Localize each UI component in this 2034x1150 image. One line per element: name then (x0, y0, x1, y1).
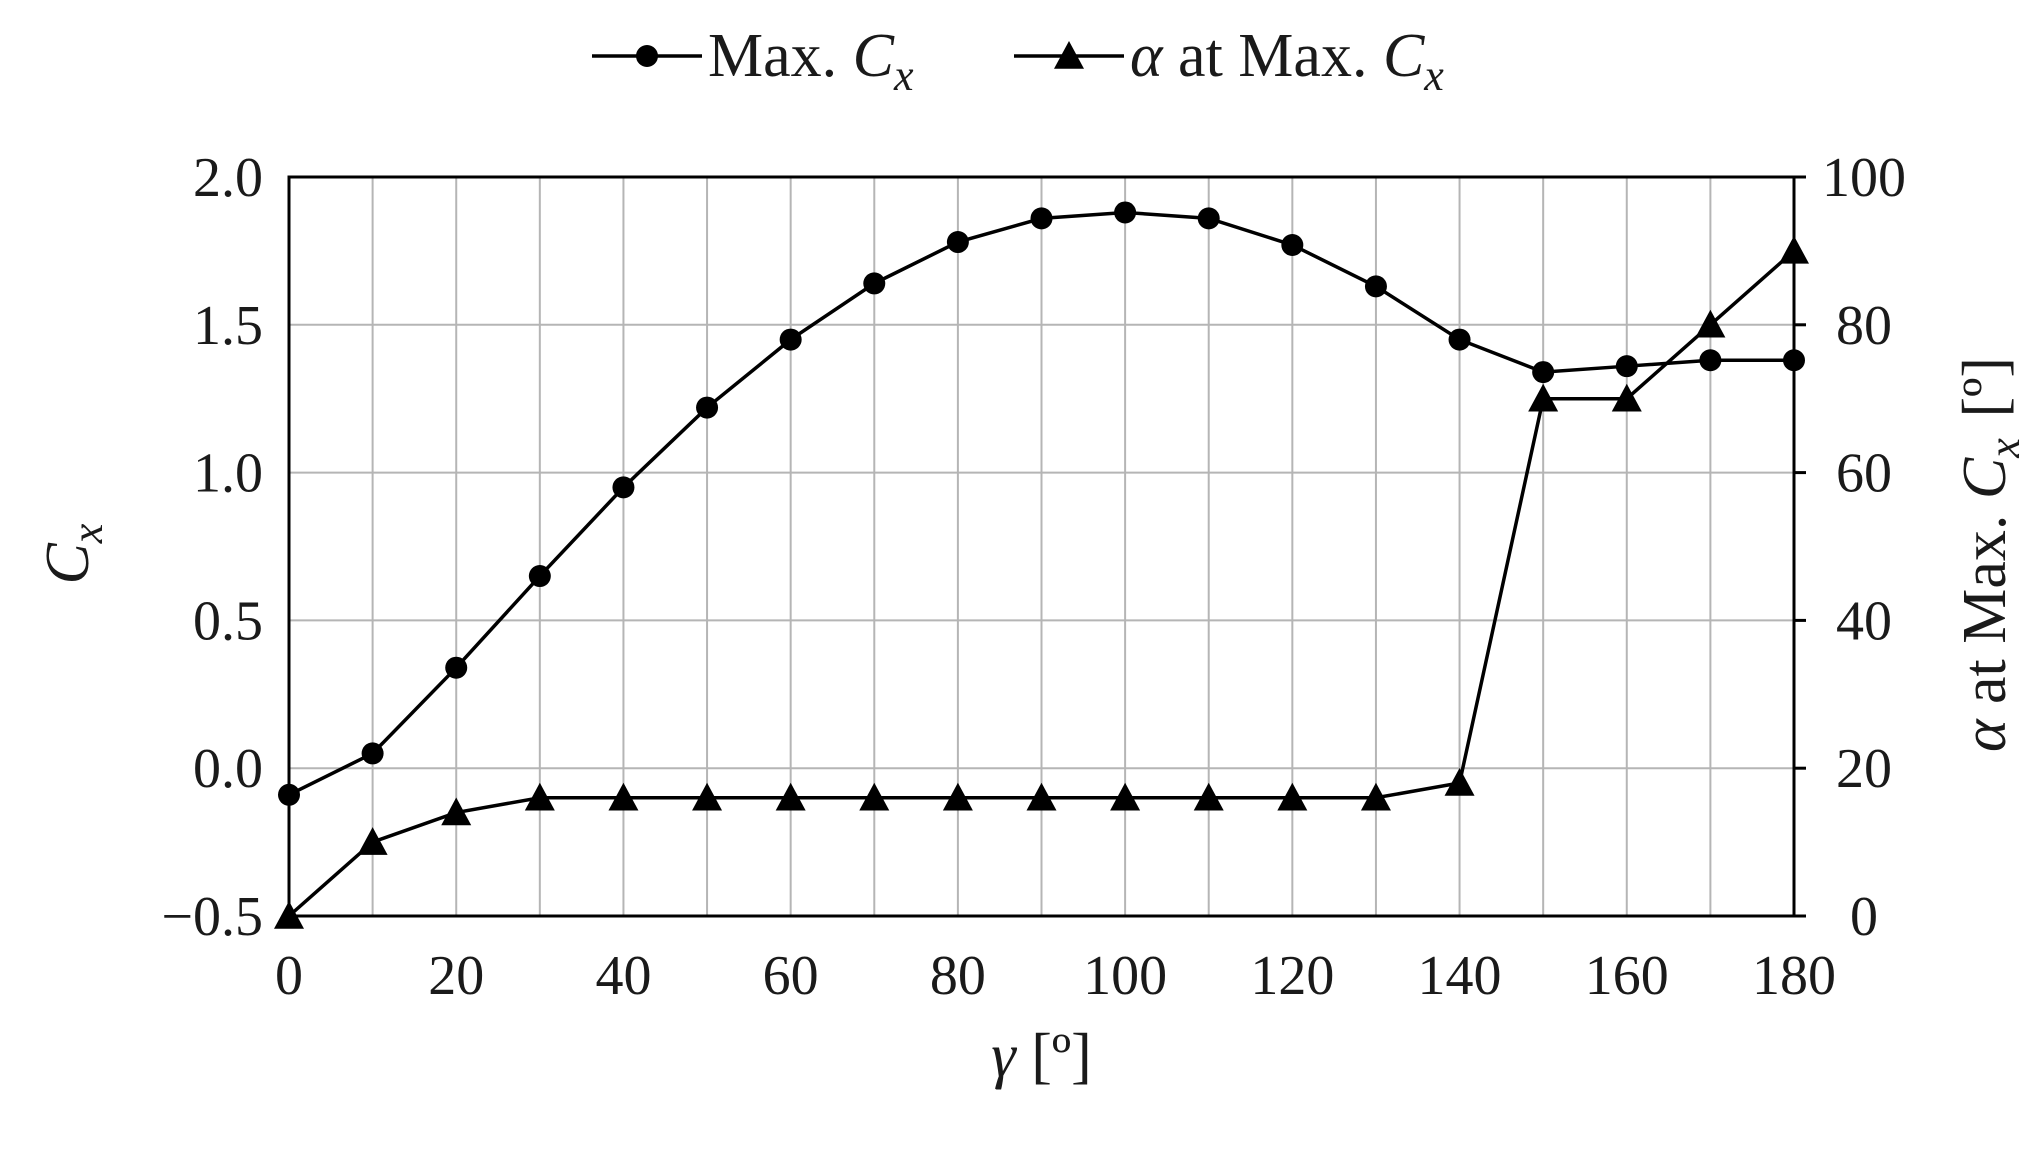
y-right-tick-label: 100 (1822, 147, 1906, 209)
data-point-circle (278, 783, 300, 806)
series-1 (278, 201, 1805, 806)
y-left-tick-label: −0.5 (161, 886, 263, 948)
data-point-circle (1448, 328, 1471, 351)
x-tick-label: 0 (275, 945, 303, 1007)
data-point-triangle (1110, 782, 1141, 811)
plot-frame (287, 175, 1796, 918)
x-tick-label: 120 (1250, 945, 1334, 1007)
data-point-triangle (1695, 309, 1726, 338)
data-point-triangle (608, 782, 639, 811)
legend-item-2: α at Max. Cx (1014, 22, 1449, 100)
data-point-triangle (524, 782, 555, 811)
x-tick-label: 140 (1418, 945, 1502, 1007)
y-left-axis-title: Cx (34, 518, 112, 584)
data-point-circle (528, 565, 551, 588)
y-right-tick-label: 60 (1836, 443, 1892, 505)
y-right-tick-label: 0 (1850, 886, 1878, 948)
y-right-tick-label: 20 (1836, 738, 1892, 800)
data-point-circle (1281, 233, 1304, 256)
series-2 (274, 235, 1809, 929)
x-axis-title: γ [º] (991, 1022, 1091, 1090)
data-point-triangle (1277, 782, 1308, 811)
data-point-triangle (1528, 383, 1559, 412)
data-point-circle (863, 272, 886, 295)
y-left-tick-label: 0.5 (193, 590, 263, 652)
x-tick-label: 180 (1752, 945, 1836, 1007)
data-point-circle (445, 656, 468, 679)
y-left-tick-label: 1.0 (193, 443, 263, 505)
x-tick-label: 40 (595, 945, 651, 1007)
data-point-triangle (1193, 782, 1224, 811)
series-layer (274, 201, 1809, 929)
axis-titles: γ [º] Cx α at Max. Cx [º] (34, 357, 2029, 1090)
legend-label: α at Max. Cx (1130, 22, 1449, 100)
data-point-triangle (1360, 782, 1391, 811)
x-tick-label: 60 (763, 945, 819, 1007)
data-point-triangle (692, 782, 723, 811)
data-point-triangle (1444, 767, 1475, 796)
data-point-triangle (1611, 383, 1642, 412)
y-left-tick-label: 1.5 (193, 295, 263, 357)
data-point-triangle (859, 782, 890, 811)
y-right-axis-title: α at Max. Cx [º] (1951, 357, 2029, 752)
x-tick-label: 20 (428, 945, 484, 1007)
y-right-tick-label: 80 (1836, 295, 1892, 357)
y-right-tick-label: 40 (1836, 590, 1892, 652)
x-tick-label: 160 (1585, 945, 1669, 1007)
y-left-tick-label: 0.0 (193, 738, 263, 800)
data-point-circle (1532, 361, 1555, 384)
legend-item-1: Max. Cx (592, 22, 919, 100)
data-point-circle (1699, 349, 1722, 372)
data-point-circle (1114, 201, 1137, 224)
legend-marker-circle (636, 45, 658, 67)
legend-marker-triangle (1054, 41, 1084, 69)
x-tick-label: 100 (1083, 945, 1167, 1007)
data-point-triangle (942, 782, 973, 811)
data-point-circle (1030, 207, 1053, 230)
data-point-circle (1783, 349, 1805, 372)
data-point-circle (612, 476, 635, 499)
x-tick-label: 80 (930, 945, 986, 1007)
data-point-circle (1197, 207, 1220, 230)
data-point-circle (946, 231, 969, 254)
y-left-tick-label: 2.0 (193, 147, 263, 209)
data-point-circle (1615, 355, 1638, 378)
data-point-triangle (775, 782, 806, 811)
legend: Max. Cx α at Max. Cx (592, 22, 1449, 100)
data-point-circle (1364, 275, 1387, 298)
legend-label: Max. Cx (708, 22, 919, 100)
data-point-triangle (1026, 782, 1057, 811)
data-point-circle (779, 328, 802, 351)
data-point-triangle (1779, 235, 1809, 264)
data-point-triangle (274, 901, 304, 929)
data-point-circle (361, 742, 384, 765)
data-point-triangle (441, 797, 472, 826)
data-point-circle (696, 396, 719, 419)
data-point-triangle (357, 827, 388, 855)
tick-layer: 0 20 40 60 80 100 120 140 160 180 −0.5 0.0 0.5 1.0 1.5… (161, 147, 1906, 1007)
